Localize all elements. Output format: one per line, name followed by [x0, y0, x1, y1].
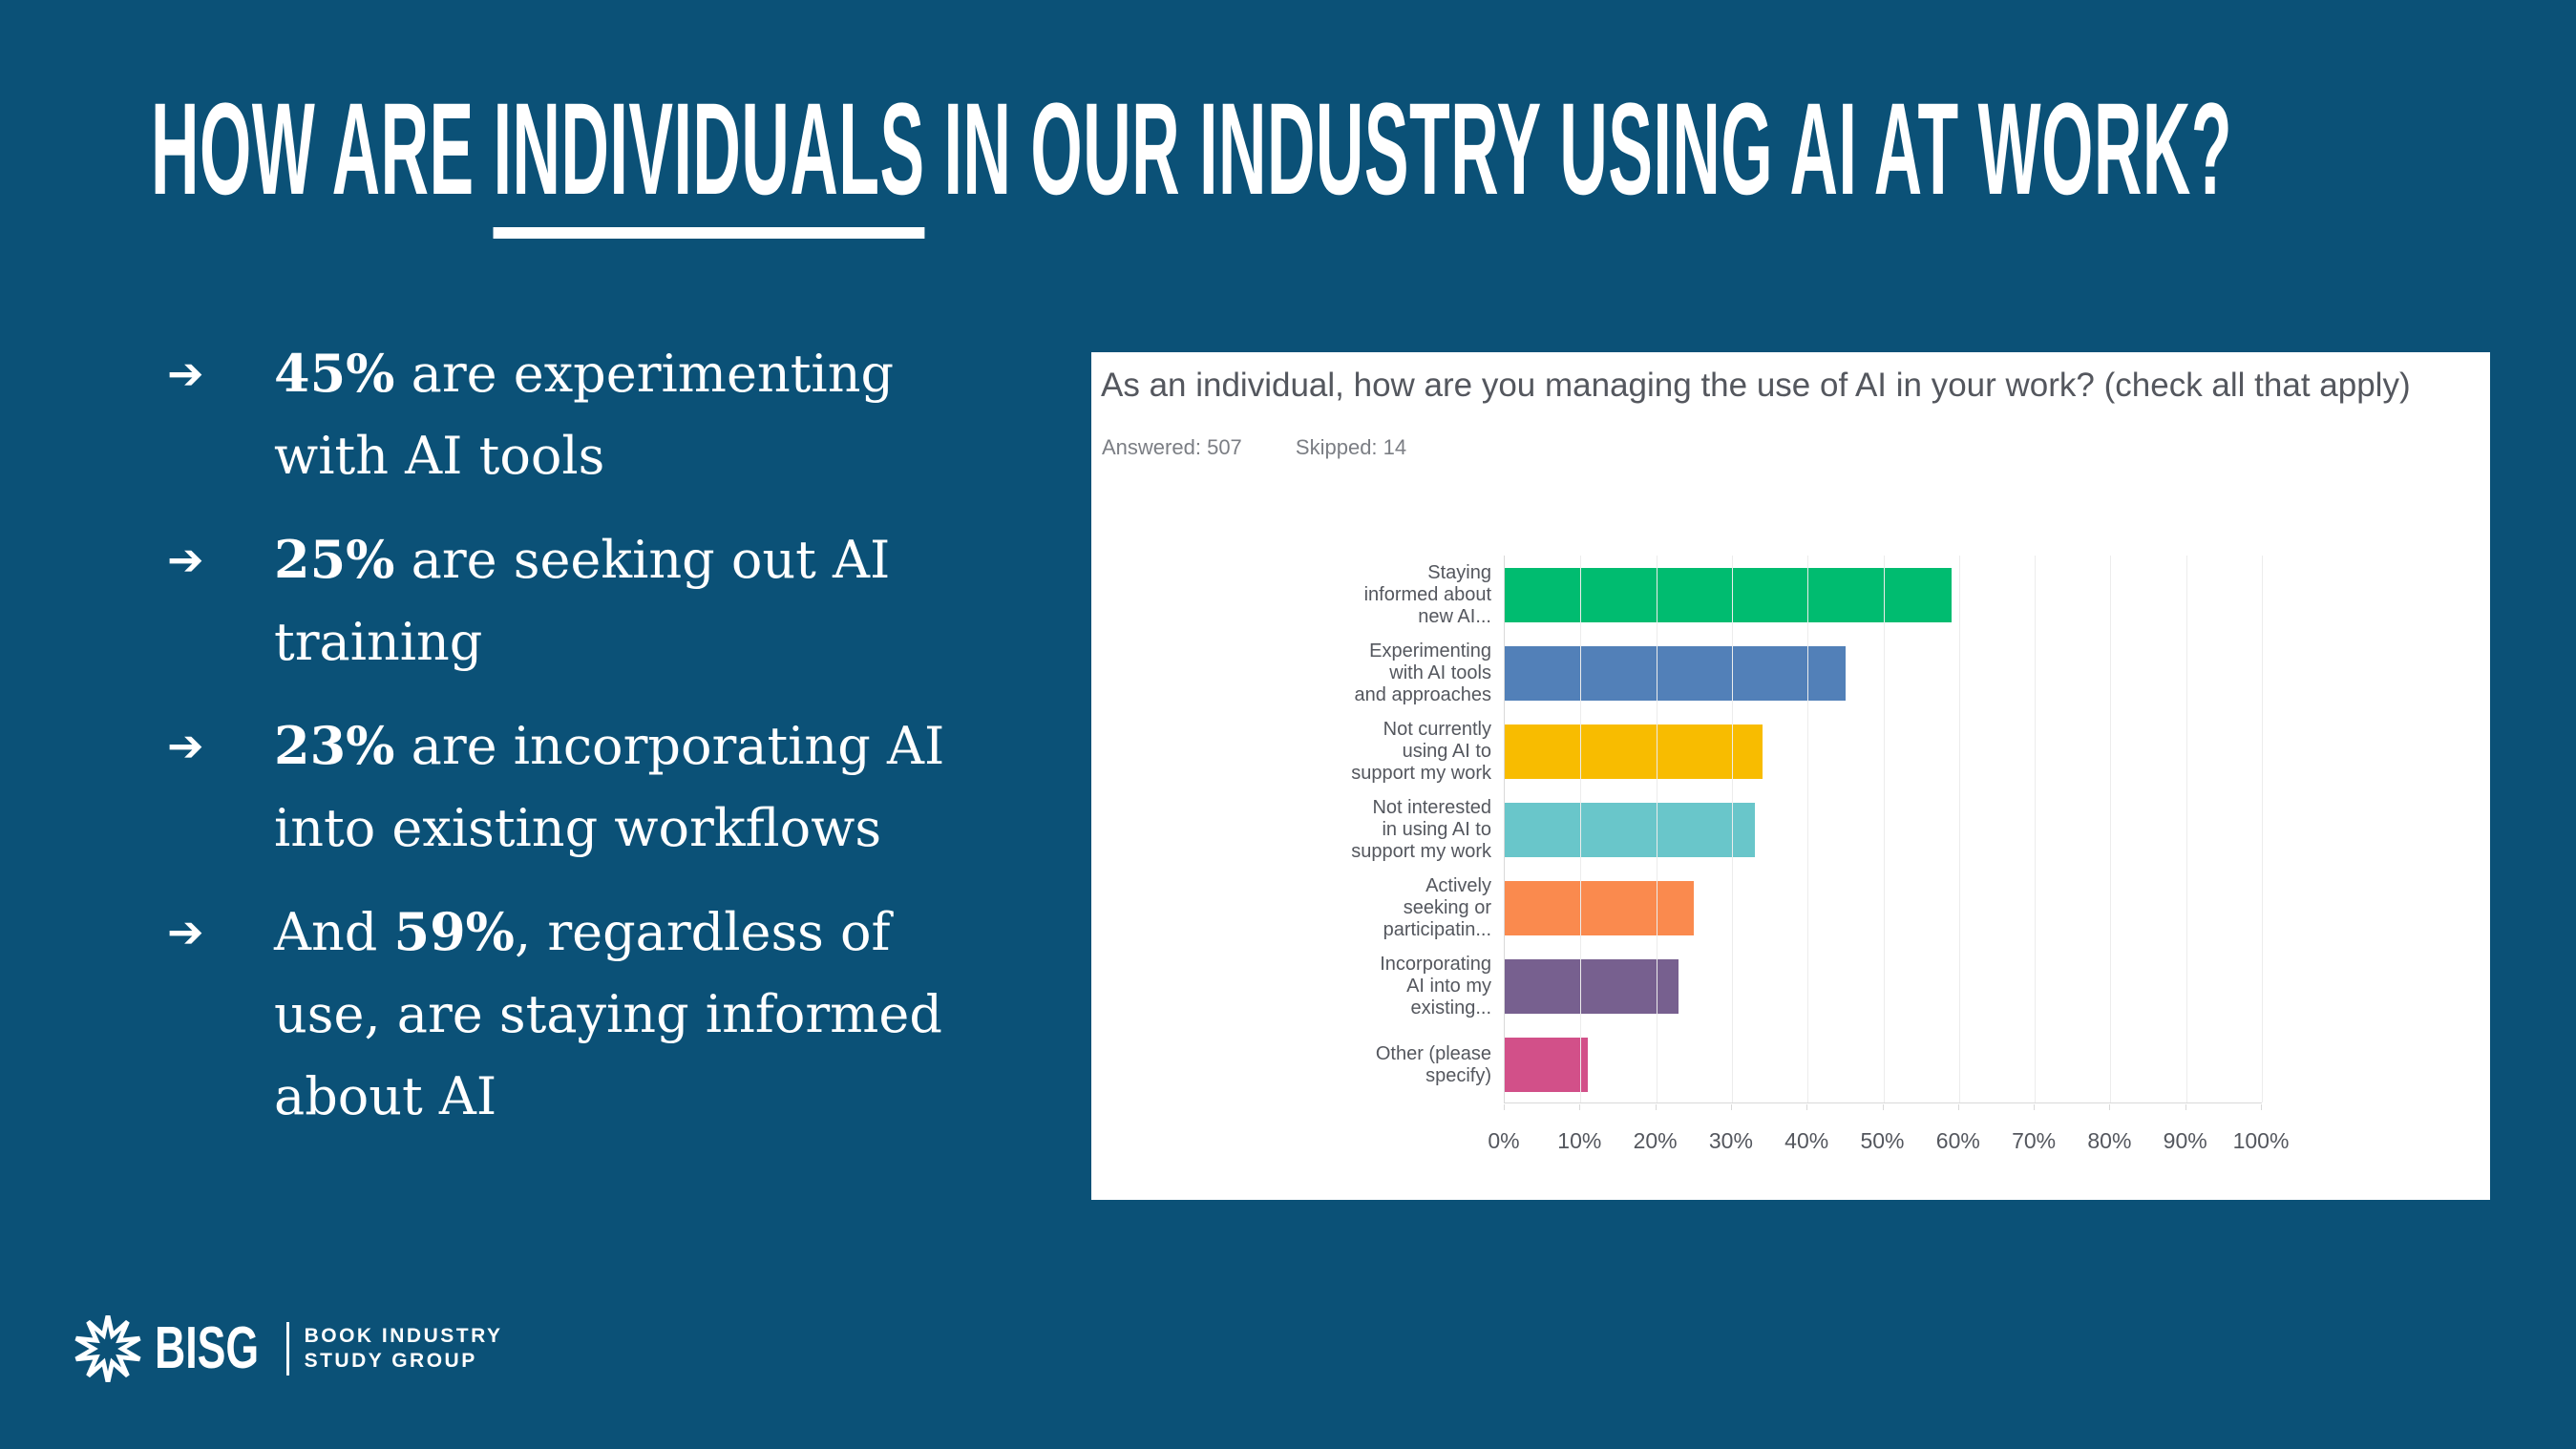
survey-meta: Answered: 507 Skipped: 14 — [1102, 435, 2490, 460]
bullet-item: ➔ 25% are seeking out AI training — [167, 518, 960, 683]
bullet-item: ➔ 45% are experimenting with AI tools — [167, 332, 960, 497]
bar-label: Incorporating AI into my existing... — [1380, 954, 1491, 1018]
arrow-bullet-icon: ➔ — [167, 906, 204, 957]
bar-label: Other (please specify) — [1375, 1042, 1491, 1086]
gridline — [1580, 556, 1582, 1102]
axis-tick — [1504, 1104, 1505, 1110]
bar-label: Staying informed about new AI... — [1363, 562, 1491, 627]
x-tick-label: 70% — [2012, 1128, 2057, 1153]
x-tick-label: 60% — [1935, 1128, 1980, 1153]
skipped-value: 14 — [1383, 435, 1407, 459]
bar — [1505, 724, 1763, 779]
logo-tagline-line2: STUDY GROUP — [304, 1350, 477, 1372]
gridline — [1656, 556, 1658, 1102]
arrow-bullet-icon: ➔ — [167, 720, 204, 771]
slide-title-post: IN OUR INDUSTRY USING AI AT WORK? — [924, 76, 2233, 222]
bar-chart-plot-area — [1504, 556, 2263, 1103]
axis-tick — [2034, 1104, 2036, 1110]
bullet-text: 23% are incorporating AI into existing wo… — [274, 715, 945, 858]
logo-tagline-line1: BOOK INDUSTRY — [304, 1325, 503, 1347]
x-tick-label: 90% — [2163, 1128, 2207, 1153]
gridline — [1883, 556, 1885, 1102]
bar — [1505, 959, 1679, 1014]
bar-chart-x-axis: 0% 10% 20% 30% 40% 50% 60% 70% 80% 90% 100% — [1488, 1103, 2289, 1161]
gridline — [1958, 556, 1960, 1102]
answered-value: 507 — [1207, 435, 1242, 459]
axis-tick — [1655, 1104, 1657, 1110]
bar-row — [1505, 568, 2262, 622]
arrow-bullet-icon: ➔ — [167, 347, 204, 399]
slide-title: HOW ARE INDIVIDUALS IN OUR INDUSTRY USIN… — [151, 76, 2233, 239]
x-tick-label: 30% — [1708, 1128, 1753, 1153]
x-tick-label: 10% — [1557, 1128, 1602, 1153]
bar-label: Experimenting with AI tools and approach… — [1354, 640, 1491, 705]
gridline — [1807, 556, 1809, 1102]
bar-label: Actively seeking or participatin... — [1383, 875, 1491, 940]
answered-label: Answered: — [1102, 435, 1201, 459]
gridline — [2110, 556, 2112, 1102]
axis-tick — [1579, 1104, 1581, 1110]
logo-tagline: BOOK INDUSTRY STUDY GROUP — [305, 1324, 503, 1374]
bullet-item: ➔ And 59%, regardless of use, are staying … — [167, 891, 960, 1138]
axis-tick — [2109, 1104, 2111, 1110]
bar — [1505, 568, 1952, 622]
bullet-item: ➔ 23% are incorporating AI into existing w… — [167, 704, 960, 870]
logo-divider — [285, 1322, 289, 1376]
gridline — [2262, 556, 2263, 1102]
bar-row — [1505, 1038, 2262, 1092]
skipped-count: Skipped: 14 — [1296, 435, 1406, 459]
bar-row — [1505, 803, 2262, 857]
bar-row — [1505, 959, 2262, 1014]
x-tick-label: 100% — [2232, 1128, 2290, 1153]
x-tick-label: 80% — [2087, 1128, 2132, 1153]
bar — [1505, 803, 1755, 857]
bar-chart: Staying informed about new AI... Experime… — [1091, 556, 2490, 1200]
bar-row — [1505, 881, 2262, 935]
bullet-text: And 59%, regardless of use, are staying i… — [274, 901, 942, 1126]
bullet-text: 45% are experimenting with AI tools — [274, 343, 895, 486]
x-tick-label: 20% — [1633, 1128, 1678, 1153]
arrow-bullet-icon: ➔ — [167, 534, 204, 585]
axis-tick — [1730, 1104, 1732, 1110]
axis-tick — [1882, 1104, 1884, 1110]
slide-title-pre: HOW ARE — [151, 76, 494, 222]
bullet-text: 25% are seeking out AI training — [274, 529, 891, 672]
axis-tick — [1806, 1104, 1808, 1110]
x-tick-label: 40% — [1784, 1128, 1829, 1153]
bisg-logo: BISG BOOK INDUSTRY STUDY GROUP — [74, 1315, 503, 1382]
gridline — [2035, 556, 2037, 1102]
bar-label: Not currently using AI to support my wor… — [1351, 719, 1491, 784]
gridline — [2185, 556, 2187, 1102]
skipped-label: Skipped: — [1295, 435, 1378, 459]
slide-title-underlined-word: INDIVIDUALS — [493, 76, 925, 239]
bullet-list: ➔ 45% are experimenting with AI tools ➔ 25% … — [167, 332, 960, 1159]
bar — [1505, 646, 1846, 701]
axis-tick — [1957, 1104, 1959, 1110]
x-tick-label: 0% — [1488, 1128, 1520, 1153]
bar-label: Not interested in using AI to support my… — [1351, 797, 1491, 862]
starburst-icon — [74, 1315, 141, 1382]
bar-chart-rows — [1505, 568, 2262, 1116]
axis-tick — [2185, 1104, 2186, 1110]
bar-row — [1505, 646, 2262, 701]
bar-row — [1505, 724, 2262, 779]
survey-question: As an individual, how are you managing t… — [1101, 367, 2411, 404]
logo-abbr: BISG — [155, 1315, 260, 1381]
gridline — [1731, 556, 1733, 1102]
x-tick-label: 50% — [1860, 1128, 1905, 1153]
bar-chart-category-labels: Staying informed about new AI... Experime… — [1091, 556, 1491, 1116]
survey-chart-card: As an individual, how are you managing t… — [1091, 352, 2490, 1200]
axis-tick — [2261, 1104, 2262, 1110]
bar — [1505, 881, 1695, 935]
bar — [1505, 1038, 1589, 1092]
answered-count: Answered: 507 — [1102, 435, 1242, 459]
